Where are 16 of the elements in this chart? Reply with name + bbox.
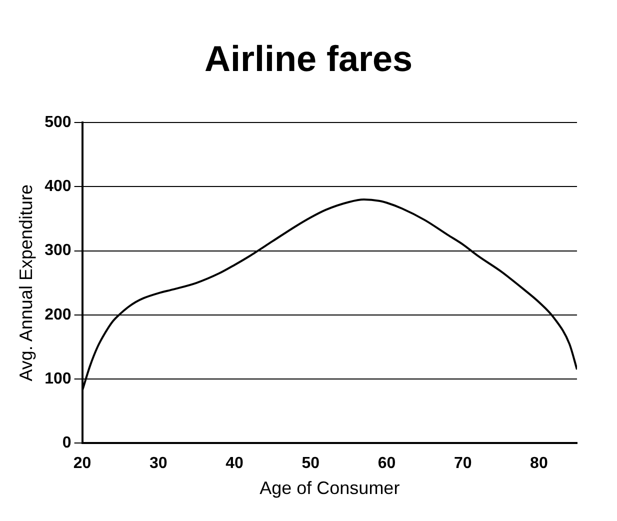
x-tick-label: 50 [302, 455, 320, 472]
y-axis-title: Avg. Annual Expenditure [16, 184, 36, 382]
x-tick-label: 70 [454, 455, 472, 472]
x-axis-title: Age of Consumer [260, 478, 400, 498]
y-tick-label: 500 [44, 114, 72, 132]
x-tick-label: 60 [378, 455, 396, 472]
x-tick-label: 80 [530, 455, 548, 472]
y-tick-label: 0 [62, 434, 72, 452]
y-tick-label: 400 [44, 178, 72, 196]
x-tick-label: 40 [226, 455, 244, 472]
x-tick-label: 20 [73, 455, 92, 472]
chart-title: Airline fares [203, 38, 414, 80]
y-tick-label: 100 [44, 370, 72, 388]
y-tick-label: 300 [44, 242, 72, 260]
y-tick-label: 200 [44, 306, 72, 324]
x-tick-label: 30 [150, 455, 168, 472]
